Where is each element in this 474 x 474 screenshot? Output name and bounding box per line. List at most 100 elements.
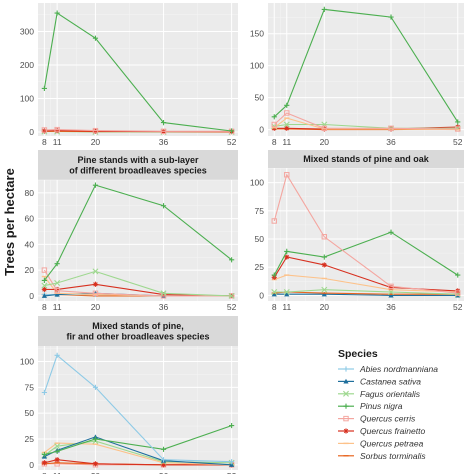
data-point: [271, 218, 277, 224]
x-tick-label: 52: [453, 137, 463, 147]
y-tick-label: 100: [250, 178, 264, 188]
x-tick-label: 8: [42, 471, 47, 474]
y-tick-label: 40: [25, 239, 35, 249]
data-point: [321, 291, 327, 297]
series-line: [44, 129, 232, 132]
x-tick-label: 52: [453, 302, 463, 312]
series-line: [273, 112, 458, 130]
data-point: [283, 121, 290, 128]
y-tick-label: 25: [25, 434, 35, 444]
facet-panel-1: 0 100 200 300 8 11 20 36 52: [20, 3, 238, 147]
y-tick-label: 300: [20, 26, 34, 36]
facet-strip: [38, 316, 238, 346]
data-point: [54, 126, 60, 133]
y-tick-label: 100: [250, 61, 264, 71]
data-point: [271, 291, 277, 297]
data-point: [284, 110, 290, 116]
y-tick-label: 75: [25, 382, 35, 392]
x-tick-label: 11: [282, 137, 291, 147]
series-quercus-cerris: [41, 126, 235, 135]
data-point: [54, 10, 60, 16]
data-point: [54, 291, 60, 297]
data-point: [388, 284, 394, 291]
legend-label: Quercus cerris: [360, 414, 416, 424]
x-tick-label: 36: [159, 302, 169, 312]
legend: Species Abies nordmanniana Castanea sativ…: [338, 348, 438, 461]
data-point: [160, 462, 167, 468]
data-point: [455, 119, 461, 125]
data-point: [41, 128, 47, 134]
x-tick-label: 36: [386, 137, 396, 147]
y-tick-label: 50: [255, 93, 265, 103]
legend-item: Fagus orientalis: [338, 389, 421, 399]
data-point: [92, 268, 99, 275]
legend-item: Quercus cerris: [338, 414, 416, 424]
data-point: [283, 288, 290, 295]
y-tick-label: 50: [25, 408, 35, 418]
data-point: [54, 352, 60, 358]
x-tick-label: 52: [227, 302, 237, 312]
data-point: [41, 282, 48, 289]
data-point: [228, 292, 235, 299]
plot-background: [38, 3, 238, 136]
legend-item: Quercus frainetto: [338, 426, 425, 436]
data-point: [229, 459, 235, 465]
data-point: [284, 254, 290, 260]
data-point: [271, 288, 278, 295]
data-point: [284, 102, 290, 108]
data-point: [321, 286, 328, 293]
data-point: [160, 128, 167, 135]
x-tick-label: 52: [227, 137, 237, 147]
data-point: [321, 125, 328, 132]
legend-label: Fagus orientalis: [360, 389, 421, 399]
legend-key-marker: [343, 378, 349, 384]
legend-key-marker: [343, 390, 349, 397]
data-point: [229, 422, 235, 429]
legend-key-marker: [343, 415, 349, 422]
x-tick-label: 20: [91, 471, 101, 474]
series-pinus-nigra: [271, 6, 461, 125]
y-tick-label: 100: [20, 93, 34, 103]
y-tick-label: 80: [25, 188, 35, 198]
data-point: [54, 128, 60, 134]
data-point: [54, 457, 60, 463]
data-point: [455, 272, 461, 278]
data-point: [41, 460, 47, 466]
data-point: [41, 293, 47, 298]
plot-background: [38, 180, 238, 301]
data-point: [92, 290, 99, 296]
data-point: [160, 291, 167, 298]
data-point: [92, 436, 99, 442]
data-point: [271, 272, 277, 278]
data-point: [321, 6, 327, 12]
data-point: [388, 283, 394, 290]
y-tick-label: 0: [29, 460, 34, 470]
y-tick-label: 100: [20, 357, 34, 367]
series-quercus-cerris: [271, 172, 461, 296]
y-tick-label: 60: [25, 214, 35, 224]
x-tick-label: 11: [53, 471, 62, 474]
data-point: [284, 125, 290, 131]
data-point: [92, 281, 99, 287]
y-tick-label: 25: [255, 262, 265, 272]
x-tick-label: 8: [272, 302, 277, 312]
facet-title-line: fir and other broadleaves species: [66, 331, 209, 341]
y-tick-label: 200: [20, 60, 34, 70]
x-tick-label: 36: [386, 302, 396, 312]
legend-key-marker: [343, 428, 349, 434]
legend-label: Sorbus torminalis: [360, 451, 426, 461]
legend-label: Castanea sativa: [360, 376, 421, 386]
facet-title-line: Mixed stands of pine,: [92, 321, 184, 331]
facet-strip: [268, 150, 464, 168]
data-point: [92, 182, 99, 188]
series-pinus-nigra: [41, 182, 235, 284]
facet-strip: [38, 150, 238, 180]
legend-item: Quercus petraea: [338, 438, 424, 448]
data-point: [388, 125, 394, 132]
facet-panel-5: Mixed stands of pine,fir and other broad…: [20, 316, 238, 474]
data-point: [229, 462, 235, 467]
data-point: [41, 451, 47, 458]
